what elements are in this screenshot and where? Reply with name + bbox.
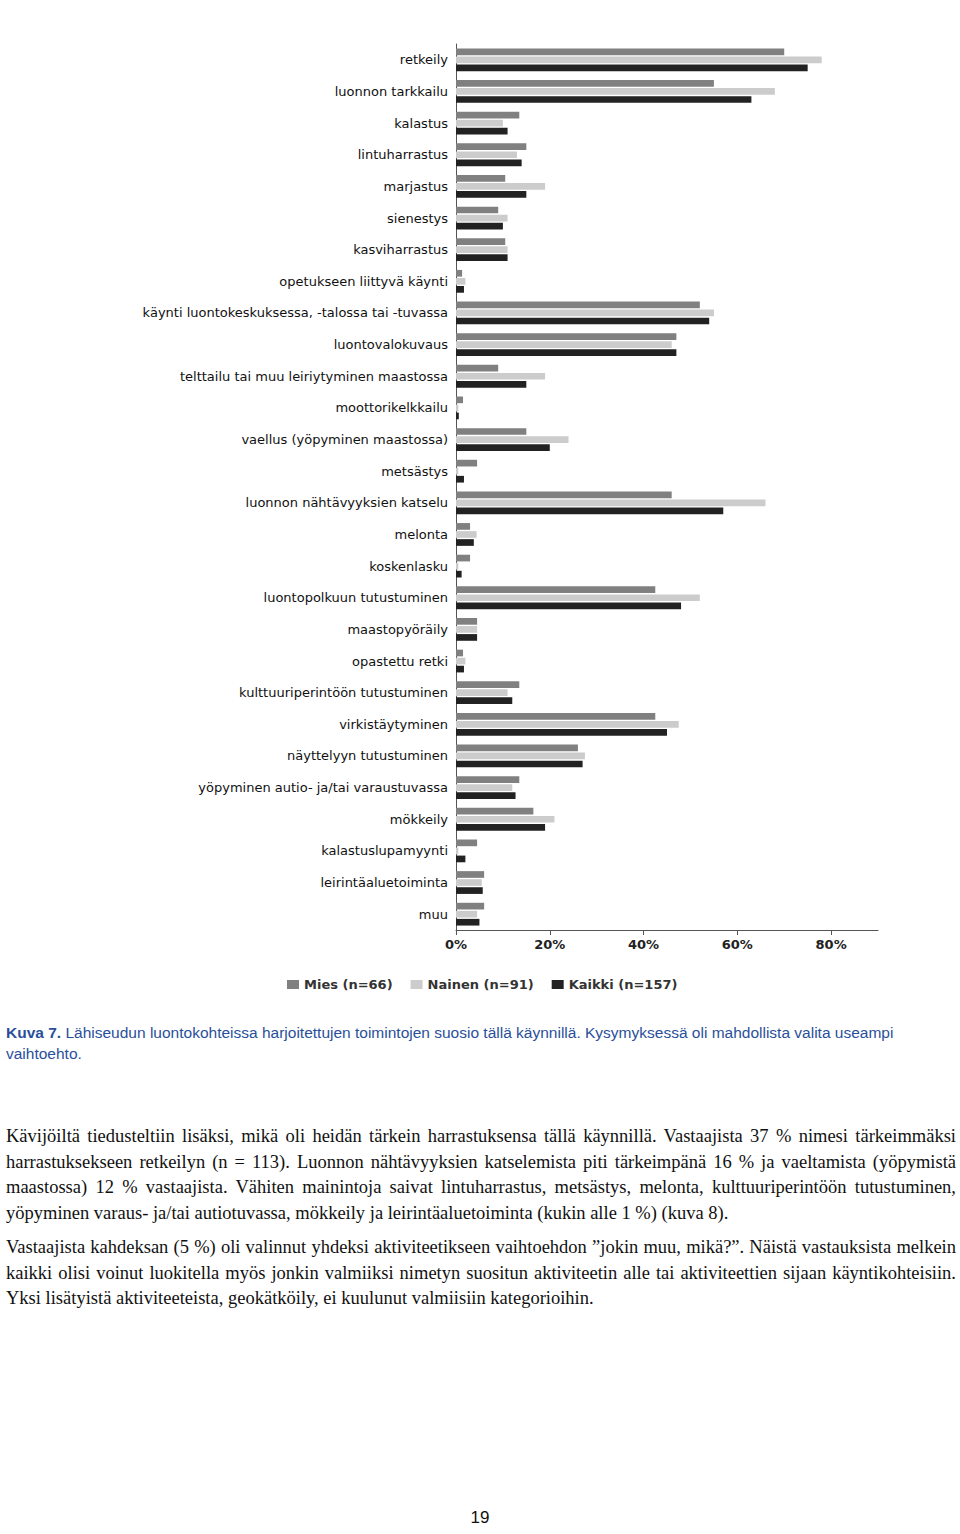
svg-text:muu: muu (419, 907, 448, 922)
svg-text:lintuharrastus: lintuharrastus (358, 147, 449, 162)
svg-text:vaellus (yöpyminen maastossa): vaellus (yöpyminen maastossa) (241, 432, 448, 447)
svg-text:40%: 40% (628, 937, 659, 952)
svg-text:koskenlasku: koskenlasku (369, 559, 448, 574)
svg-text:Mies (n=66): Mies (n=66) (304, 977, 393, 992)
html-text:Vastaajista kahdeksan (5 %) ol: Vastaajista kahdeksan (5 %) oli valinnut… (6, 1237, 956, 1308)
svg-text:luontopolkuun tutustuminen: luontopolkuun tutustuminen (264, 590, 448, 605)
svg-text:yöpyminen autio- ja/tai varaus: yöpyminen autio- ja/tai varaustuvassa (198, 780, 448, 795)
svg-text:kalastus: kalastus (394, 116, 448, 131)
svg-text:melonta: melonta (394, 527, 448, 542)
svg-text:retkeily: retkeily (400, 52, 448, 67)
svg-text:maastopyöräily: maastopyöräily (347, 622, 448, 637)
svg-text:näyttelyyn tutustuminen: näyttelyyn tutustuminen (287, 748, 448, 763)
html-text:Kävijöiltä tiedusteltiin lisäk: Kävijöiltä tiedusteltiin lisäksi, mikä o… (6, 1126, 956, 1223)
svg-text:marjastus: marjastus (384, 179, 449, 194)
svg-text:moottorikelkkailu: moottorikelkkailu (335, 400, 448, 415)
svg-text:luonnon nähtävyyksien katselu: luonnon nähtävyyksien katselu (246, 495, 448, 510)
svg-text:luonnon tarkkailu: luonnon tarkkailu (335, 84, 448, 99)
svg-text:20%: 20% (534, 937, 565, 952)
svg-text:telttailu tai muu leiriytymine: telttailu tai muu leiriytyminen maastoss… (180, 369, 448, 384)
svg-text:60%: 60% (722, 937, 753, 952)
svg-text:kulttuuriperintöön tutustumine: kulttuuriperintöön tutustuminen (239, 685, 448, 700)
svg-text:luontovalokuvaus: luontovalokuvaus (334, 337, 449, 352)
svg-text:0%: 0% (445, 937, 467, 952)
svg-text:mökkeily: mökkeily (390, 812, 448, 827)
svg-text:opetukseen liittyvä käynti: opetukseen liittyvä käynti (279, 274, 448, 289)
html-text:Kuva 7. Lähiseudun luontokohte: Kuva 7. Lähiseudun luontokohteissa harjo… (6, 1024, 894, 1062)
svg-text:Kaikki (n=157): Kaikki (n=157) (569, 977, 678, 992)
svg-text:Nainen (n=91): Nainen (n=91) (428, 977, 534, 992)
svg-text:virkistäytyminen: virkistäytyminen (339, 717, 448, 732)
svg-text:sienestys: sienestys (387, 211, 448, 226)
svg-text:opastettu retki: opastettu retki (352, 654, 448, 669)
svg-text:80%: 80% (816, 937, 847, 952)
svg-text:kalastuslupamyynti: kalastuslupamyynti (321, 843, 448, 858)
svg-text:käynti luontokeskuksessa, -tal: käynti luontokeskuksessa, -talossa tai -… (143, 305, 448, 320)
html-text:19: 19 (470, 1508, 490, 1527)
svg-text:kasviharrastus: kasviharrastus (353, 242, 448, 257)
svg-text:leirintäaluetoiminta: leirintäaluetoiminta (320, 875, 448, 890)
svg-text:metsästys: metsästys (381, 464, 448, 479)
